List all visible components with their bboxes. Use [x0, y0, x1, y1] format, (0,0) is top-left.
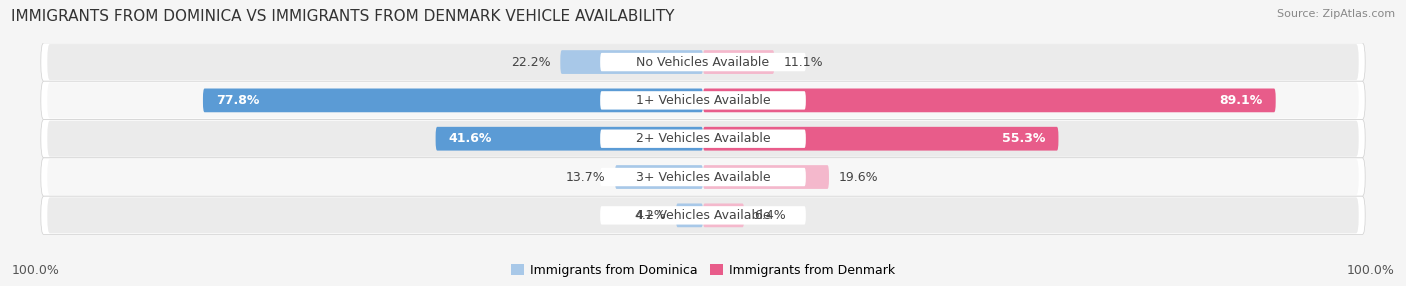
FancyBboxPatch shape	[41, 120, 1365, 158]
FancyBboxPatch shape	[614, 165, 703, 189]
FancyBboxPatch shape	[41, 81, 1365, 120]
Text: 100.0%: 100.0%	[11, 265, 59, 277]
Text: 1+ Vehicles Available: 1+ Vehicles Available	[636, 94, 770, 107]
FancyBboxPatch shape	[48, 44, 1358, 80]
FancyBboxPatch shape	[600, 168, 806, 186]
Text: 77.8%: 77.8%	[215, 94, 259, 107]
FancyBboxPatch shape	[600, 206, 806, 225]
Text: 4+ Vehicles Available: 4+ Vehicles Available	[636, 209, 770, 222]
FancyBboxPatch shape	[703, 203, 744, 227]
Text: 4.2%: 4.2%	[634, 209, 666, 222]
Legend: Immigrants from Dominica, Immigrants from Denmark: Immigrants from Dominica, Immigrants fro…	[506, 259, 900, 282]
FancyBboxPatch shape	[561, 50, 703, 74]
FancyBboxPatch shape	[48, 197, 1358, 233]
FancyBboxPatch shape	[48, 159, 1358, 195]
FancyBboxPatch shape	[48, 121, 1358, 157]
FancyBboxPatch shape	[676, 203, 703, 227]
FancyBboxPatch shape	[436, 127, 703, 151]
Text: 100.0%: 100.0%	[1347, 265, 1395, 277]
FancyBboxPatch shape	[703, 88, 1275, 112]
FancyBboxPatch shape	[600, 53, 806, 71]
Text: 55.3%: 55.3%	[1002, 132, 1046, 145]
FancyBboxPatch shape	[703, 127, 1059, 151]
Text: 41.6%: 41.6%	[449, 132, 492, 145]
FancyBboxPatch shape	[202, 88, 703, 112]
FancyBboxPatch shape	[41, 43, 1365, 81]
Text: 89.1%: 89.1%	[1219, 94, 1263, 107]
FancyBboxPatch shape	[703, 165, 830, 189]
Text: 2+ Vehicles Available: 2+ Vehicles Available	[636, 132, 770, 145]
Text: Source: ZipAtlas.com: Source: ZipAtlas.com	[1277, 9, 1395, 19]
FancyBboxPatch shape	[703, 50, 775, 74]
Text: 3+ Vehicles Available: 3+ Vehicles Available	[636, 170, 770, 184]
FancyBboxPatch shape	[600, 130, 806, 148]
Text: No Vehicles Available: No Vehicles Available	[637, 55, 769, 69]
FancyBboxPatch shape	[41, 196, 1365, 235]
Text: 13.7%: 13.7%	[565, 170, 606, 184]
FancyBboxPatch shape	[41, 158, 1365, 196]
Text: IMMIGRANTS FROM DOMINICA VS IMMIGRANTS FROM DENMARK VEHICLE AVAILABILITY: IMMIGRANTS FROM DOMINICA VS IMMIGRANTS F…	[11, 9, 675, 23]
Text: 11.1%: 11.1%	[785, 55, 824, 69]
Text: 22.2%: 22.2%	[510, 55, 551, 69]
FancyBboxPatch shape	[600, 91, 806, 110]
FancyBboxPatch shape	[48, 82, 1358, 118]
Text: 19.6%: 19.6%	[838, 170, 879, 184]
Text: 6.4%: 6.4%	[754, 209, 786, 222]
